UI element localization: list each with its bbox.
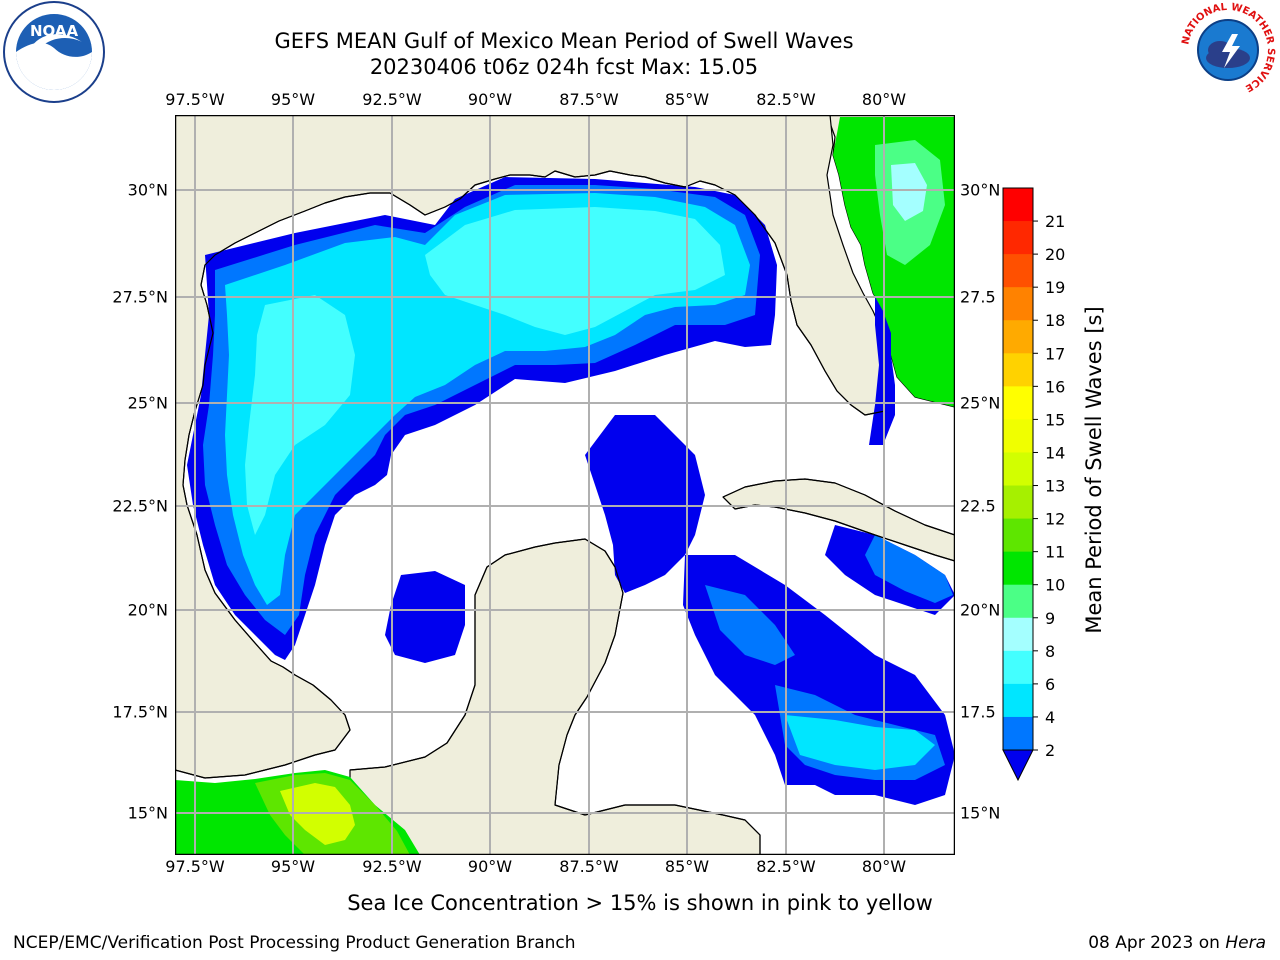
colorbar-tick-label: 14 [1045, 443, 1065, 462]
lon-tick-label: 85°W [664, 90, 710, 109]
map-frame [175, 115, 955, 855]
swell-band-2-4 [385, 571, 465, 663]
swell-band-8-9 [245, 295, 355, 535]
lat-tick-label: 30°N [127, 180, 168, 200]
date-stamp: 08 Apr 2023 on Hera [1088, 933, 1266, 953]
lat-tick-label: 30°N [960, 180, 1001, 200]
lon-tick-label: 95°W [270, 90, 316, 109]
lat-tick-label: 22.5°N [112, 496, 168, 516]
colorbar-tick-label: 8 [1045, 642, 1055, 661]
colorbar-swatch [1003, 683, 1033, 718]
lon-tick-label: 92.5°W [362, 90, 422, 109]
colorbar-tick-label: 12 [1045, 510, 1065, 529]
colorbar-swatch [1003, 419, 1033, 453]
colorbar-swatch [1003, 221, 1033, 255]
lon-tick-label: 90°W [467, 857, 513, 876]
lat-tick-label: 22.5 [960, 496, 996, 516]
colorbar-swatch [1003, 254, 1033, 288]
colorbar-tick-label: 15 [1045, 410, 1065, 429]
graticule [175, 115, 955, 855]
lat-tick-label: 20°N [127, 600, 168, 620]
lat-tick-label: 15°N [127, 803, 168, 823]
colorbar-tick-label: 13 [1045, 477, 1065, 496]
swell-band-4-6 [705, 585, 795, 665]
colorbar-ticks: 2 4 6 8 9 10 11 12 13 14 15 16 17 18 19 20 21 [1033, 212, 1065, 760]
lon-tick-label: 95°W [270, 857, 316, 876]
map-subtitle: 20230406 t06z 024h fcst Max: 15.05 [369, 55, 759, 79]
lat-tick-label: 27.5 [960, 287, 996, 307]
swell-band-2-4 [585, 415, 705, 593]
colorbar-tick-label: 19 [1045, 278, 1065, 297]
lon-tick-label: 97.5°W [165, 90, 225, 109]
colorbar-tick-label: 11 [1045, 543, 1065, 562]
lon-tick-label: 87.5°W [559, 857, 619, 876]
lat-tick-label: 17.5°N [112, 702, 168, 722]
colorbar-swatch [1003, 716, 1033, 751]
lon-tick-label: 82.5°W [756, 90, 816, 109]
map-title: GEFS MEAN Gulf of Mexico Mean Period of … [274, 29, 854, 53]
lon-tick-label: 90°W [467, 90, 513, 109]
swell-band-8-9 [425, 207, 725, 335]
colorbar: 2 4 6 8 9 10 11 12 13 14 15 16 17 18 19 20 21 Mean Perio… [1002, 187, 1106, 782]
colorbar-tick-label: 20 [1045, 245, 1065, 264]
colorbar-swatch [1003, 551, 1033, 586]
lat-tick-label: 20°N [960, 600, 1001, 620]
colorbar-swatch [1003, 320, 1033, 354]
colorbar-swatch [1003, 188, 1033, 222]
lon-tick-label: 87.5°W [559, 90, 619, 109]
colorbar-tick-label: 21 [1045, 212, 1065, 231]
colorbar-swatches [1002, 187, 1034, 782]
colorbar-tick-label: 17 [1045, 344, 1065, 363]
lon-tick-label: 85°W [664, 857, 710, 876]
colorbar-swatch [1003, 617, 1033, 652]
host-name: Hera [1225, 933, 1266, 953]
lat-tick-label: 25°N [127, 393, 168, 413]
swell-band-8-9 [891, 163, 927, 221]
swell-band-6-8 [785, 715, 935, 770]
colorbar-tick-label: 16 [1045, 377, 1065, 396]
lat-tick-label: 17.5 [960, 702, 996, 722]
lat-tick-label: 25°N [960, 393, 1001, 413]
colorbar-tick-label: 18 [1045, 311, 1065, 330]
colorbar-swatch [1003, 518, 1033, 553]
colorbar-swatch [1003, 386, 1033, 420]
noaa-wordmark: NOAA [30, 22, 79, 40]
colorbar-swatch [1003, 650, 1033, 685]
sea-ice-note: Sea Ice Concentration > 15% is shown in … [347, 891, 933, 915]
nws-logo: NATIONAL WEATHER SERVICE [1180, 2, 1276, 97]
lat-tick-label: 15°N [960, 803, 1001, 823]
colorbar-swatch [1003, 353, 1033, 387]
colorbar-swatch [1003, 485, 1033, 520]
colorbar-swatch [1003, 452, 1033, 487]
credit-text: NCEP/EMC/Verification Post Processing Pr… [13, 933, 576, 953]
lon-tick-label: 80°W [861, 90, 907, 109]
swell-period-map [175, 115, 955, 855]
colorbar-swatch [1003, 584, 1033, 619]
colorbar-tick-label: 4 [1045, 708, 1055, 727]
lon-tick-label: 80°W [861, 857, 907, 876]
swell-band-4-6 [865, 535, 953, 603]
noaa-logo: NOAA [3, 1, 105, 103]
colorbar-swatch [1003, 287, 1033, 321]
lon-tick-label: 92.5°W [362, 857, 422, 876]
lon-tick-label: 97.5°W [165, 857, 225, 876]
colorbar-tick-label: 6 [1045, 675, 1055, 694]
colorbar-frame [1002, 187, 1034, 751]
colorbar-tick-label: 9 [1045, 609, 1055, 628]
lat-tick-label: 27.5°N [112, 287, 168, 307]
colorbar-label: Mean Period of Swell Waves [s] [1082, 306, 1106, 633]
lon-tick-label: 82.5°W [756, 857, 816, 876]
colorbar-tick-label: 2 [1045, 741, 1055, 760]
colorbar-extension [1002, 749, 1034, 782]
colorbar-tick-label: 10 [1045, 576, 1065, 595]
